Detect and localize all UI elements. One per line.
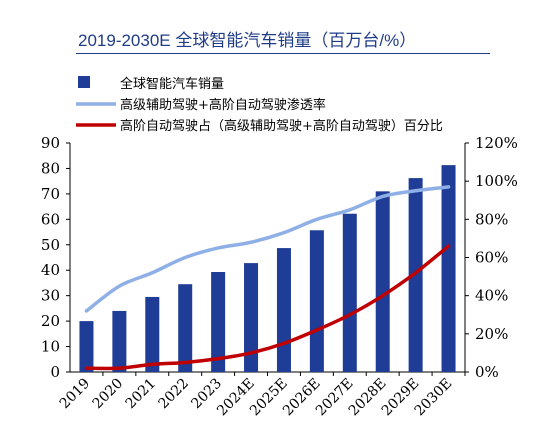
y-right-tick-label: 20% bbox=[475, 325, 508, 343]
y-left-tick-label: 10 bbox=[41, 338, 60, 356]
bar-sales-2021 bbox=[145, 296, 160, 372]
line-adas-penetration bbox=[84, 185, 451, 313]
y-right-tick-label: 120% bbox=[475, 134, 518, 152]
y-left-tick-label: 70 bbox=[41, 185, 60, 203]
bar-sales-2019 bbox=[79, 321, 94, 372]
bar-sales-2028E bbox=[375, 191, 390, 372]
y-left-tick-label: 20 bbox=[41, 312, 60, 330]
bar-sales-2027E bbox=[342, 213, 357, 372]
bar-sales-2024E bbox=[244, 263, 259, 372]
y-right-tick-label: 100% bbox=[475, 172, 518, 190]
legend-label-high-level: 高阶自动驾驶占（高级辅助驾驶+高阶自动驾驶）百分比 bbox=[120, 118, 443, 134]
bar-sales-2020 bbox=[112, 310, 127, 372]
chart-title: 2019-2030E 全球智能汽车销量（百万台/%） bbox=[78, 31, 417, 50]
y-left-tick-label: 30 bbox=[41, 287, 60, 305]
y-left-tick-label: 40 bbox=[41, 261, 60, 279]
y-right-tick-label: 80% bbox=[475, 210, 508, 228]
x-tick-label: 2022 bbox=[156, 376, 193, 413]
x-tick-label: 2019 bbox=[57, 376, 94, 413]
y-right-tick-label: 0% bbox=[475, 363, 499, 381]
x-tick-label: 2020 bbox=[90, 376, 127, 413]
bar-sales-2026E bbox=[309, 230, 324, 372]
bar-sales-2023 bbox=[211, 272, 226, 372]
legend-label-adas: 高级辅助驾驶+高阶自动驾驶渗透率 bbox=[120, 97, 326, 113]
y-right-tick-label: 60% bbox=[475, 249, 508, 267]
line-high-level-autonomy-share bbox=[84, 244, 451, 371]
bar-sales-2022 bbox=[178, 284, 193, 372]
bar-sales-2025E bbox=[276, 248, 291, 372]
y-left-tick-label: 0 bbox=[50, 363, 60, 381]
legend-label-sales: 全球智能汽车销量 bbox=[120, 76, 224, 92]
y-right-tick-label: 40% bbox=[475, 287, 508, 305]
bar-sales-2029E bbox=[408, 178, 423, 372]
title-underline bbox=[76, 53, 490, 54]
legend-swatch-bar bbox=[78, 76, 90, 88]
y-left-tick-label: 60 bbox=[41, 210, 60, 228]
y-left-tick-label: 80 bbox=[41, 159, 60, 177]
x-tick-label: 2021 bbox=[123, 376, 160, 413]
bar-sales-2030E bbox=[441, 165, 456, 372]
y-left-tick-label: 50 bbox=[41, 236, 60, 254]
x-tick-label: 2030E bbox=[412, 376, 456, 420]
y-left-tick-label: 90 bbox=[41, 134, 60, 152]
